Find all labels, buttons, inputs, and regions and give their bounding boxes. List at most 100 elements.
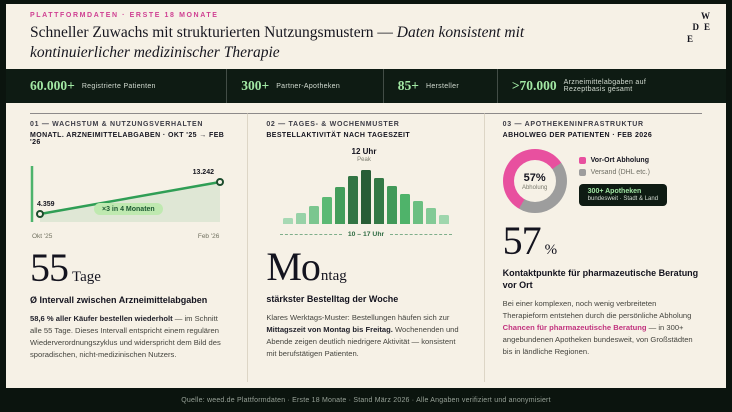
column-header: 01 — WACHSTUM & NUTZUNGSVERHALTEN	[30, 121, 204, 129]
paragraph-daypattern: Klares Werktags-Muster: Bestellungen häu…	[266, 312, 465, 360]
column-header: 02 — TAGES- & WOCHENMUSTER	[266, 121, 400, 129]
paragraph-rest: Wochenenden und Abende zeigen deutlich n…	[266, 324, 459, 358]
caption-counsel: Kontaktpunkte für pharmazeutische Beratu…	[502, 268, 699, 290]
end-point	[216, 178, 224, 187]
peak-annotation: 12 Uhr Peak	[352, 147, 377, 163]
legend-swatch-pickup	[578, 156, 586, 164]
big-number-value: 57	[502, 218, 542, 264]
paragraph-bold: 58,6 % aller Käufer bestellen wiederholt	[30, 313, 173, 323]
range-dash-right	[390, 234, 452, 236]
hour-bar	[334, 187, 346, 225]
stat-patients: 60.000+ Registrierte Patienten	[30, 69, 226, 103]
stat-dispensations: >70.000 Arzneimittelabgaben auf Rezeptba…	[496, 69, 702, 104]
headline-regular: Schneller Zuwachs mit strukturierten Nut…	[30, 24, 393, 41]
logo-letter: E	[703, 22, 710, 33]
hour-bar	[295, 213, 307, 225]
hour-bar	[373, 178, 385, 225]
logo-letter: D	[692, 22, 699, 33]
hour-bar	[347, 176, 359, 225]
stats-bar: 60.000+ Registrierte Patienten 300+ Part…	[6, 69, 726, 104]
column-pharmacy: 03 — APOTHEKENINFRASTRUKTUR ABHOLWEG DER…	[483, 113, 702, 382]
big-number-unit: ntag	[320, 268, 347, 285]
big-number-value: 55	[30, 245, 69, 291]
badge-subtitle: bundesweit · Stadt & Land	[587, 196, 659, 203]
hour-bar	[360, 170, 372, 225]
paragraph-lead: Klares Werktags-Muster: Bestellungen häu…	[266, 312, 450, 322]
stat-pharmacies: 300+ Partner-Apotheken	[226, 69, 383, 104]
big-number-monday: Mo ntag	[266, 247, 465, 287]
column-header: 03 — APOTHEKENINFRASTRUKTUR	[502, 121, 644, 129]
paragraph-bold: Mittagszeit von Montag bis Freitag.	[266, 324, 393, 334]
donut-center-label: Abholung	[521, 184, 548, 191]
logo-letter-row: D E	[682, 22, 710, 33]
column-daypattern: 02 — TAGES- & WOCHENMUSTER BESTELLAKTIVI…	[247, 113, 484, 382]
growth-start-value: 4.359	[37, 201, 55, 208]
trend-line	[39, 181, 221, 216]
donut-center-value: 57%	[523, 171, 546, 184]
x-axis-labels: Okt '25 Feb '26	[32, 233, 219, 240]
headline: Schneller Zuwachs mit strukturierten Nut…	[30, 23, 610, 63]
logo-letter: E	[687, 33, 694, 44]
stat-label: Partner-Apotheken	[276, 82, 341, 90]
hour-bar	[425, 208, 437, 225]
growth-line-svg: 4.359 13.242	[30, 166, 224, 223]
legend-item-pickup: Vor-Ort Abholung	[578, 156, 667, 164]
brand-logo: W D E E	[682, 11, 710, 45]
stat-value: >70.000	[511, 78, 557, 94]
main-columns: 01 — WACHSTUM & NUTZUNGSVERHALTEN MONATL…	[6, 103, 726, 388]
hour-bar	[438, 215, 450, 225]
hour-bar	[412, 201, 424, 225]
hour-bar	[282, 218, 294, 225]
paragraph-rest: — im Schnitt alle 55 Tage. Dieses Interv…	[30, 313, 221, 359]
badge-title: 300+ Apotheken	[587, 187, 642, 195]
paragraph-lead: Bei einer komplexen, noch wenig verbreit…	[502, 298, 692, 320]
stat-value: 300+	[241, 78, 270, 94]
paragraph-growth: 58,6 % aller Käufer bestellen wiederholt…	[30, 313, 229, 361]
pickup-donut: 57% Abholung	[502, 149, 567, 214]
range-bracket: 10 – 17 Uhr	[280, 231, 452, 239]
big-number-days: 55 Tage	[30, 248, 229, 288]
big-number-unit: Tage	[72, 269, 101, 286]
stat-label: Hersteller	[426, 82, 459, 90]
hourly-bars	[266, 168, 465, 225]
logo-letter: W	[701, 11, 710, 21]
paragraph-pharmacy: Bei einer komplexen, noch wenig verbreit…	[503, 298, 702, 358]
donut-center: 57% Abholung	[513, 160, 556, 203]
stat-value: 60.000+	[30, 78, 75, 94]
growth-end-value: 13.242	[193, 169, 215, 176]
caption-interval: Ø Intervall zwischen Arzneimittelabgaben	[30, 295, 208, 306]
legend-label: Versand (DHL etc.)	[590, 168, 650, 176]
stat-label: Arzneimittelabgaben auf Rezeptbasis gesa…	[563, 79, 647, 94]
legend-swatch-shipping	[578, 168, 586, 176]
hour-bar	[399, 194, 411, 225]
legend-item-shipping: Versand (DHL etc.)	[578, 168, 667, 176]
hour-bar	[308, 206, 320, 225]
headline-italic: Daten konsistent mit kontinuierlicher me…	[30, 24, 525, 62]
column-subheader: BESTELLAKTIVITÄT NACH TAGESZEIT	[266, 132, 411, 140]
pharmacies-badge: 300+ Apotheken bundesweit · Stadt & Land	[578, 183, 668, 207]
caption-monday: stärkster Bestelltag der Woche	[266, 294, 399, 305]
column-subheader: ABHOLWEG DER PATIENTEN · FEB 2026	[502, 132, 653, 140]
range-dash-left	[280, 234, 342, 236]
big-number-percent: 57 %	[503, 221, 702, 261]
hour-bar	[386, 186, 398, 225]
paragraph-accent: Chancen für pharmazeutische Beratung	[502, 322, 647, 332]
eyebrow-label: PLATTFORMDATEN · ERSTE 18 MONATE	[30, 12, 219, 19]
content-sheet: PLATTFORMDATEN · ERSTE 18 MONATE Schnell…	[6, 4, 726, 388]
stat-label: Registrierte Patienten	[81, 82, 156, 90]
big-number-value: Mo	[266, 244, 321, 290]
hour-bar	[321, 197, 333, 225]
range-label: 10 – 17 Uhr	[347, 231, 385, 239]
peak-label: 12 Uhr	[351, 147, 377, 157]
peak-sublabel: Peak	[357, 157, 371, 164]
paragraph-rest: — in 300+ angebundenen Apotheken bundesw…	[502, 322, 693, 356]
column-subheader: MONATL. ARZNEIMITTELABGABEN · OKT '25 → …	[30, 132, 225, 147]
hourly-bar-chart: 12 Uhr Peak 10 – 17 Uhr	[266, 147, 465, 239]
growth-line-chart: 4.359 13.242 ×3 in 4 Monaten Okt '25 Feb…	[30, 156, 229, 240]
column-growth: 01 — WACHSTUM & NUTZUNGSVERHALTEN MONATL…	[30, 113, 248, 382]
area-fill	[40, 182, 220, 223]
legend-label: Vor-Ort Abholung	[590, 156, 649, 164]
pickup-chart-row: 57% Abholung Vor-Ort Abholung Versand (D…	[502, 149, 702, 214]
header: PLATTFORMDATEN · ERSTE 18 MONATE Schnell…	[6, 4, 726, 69]
